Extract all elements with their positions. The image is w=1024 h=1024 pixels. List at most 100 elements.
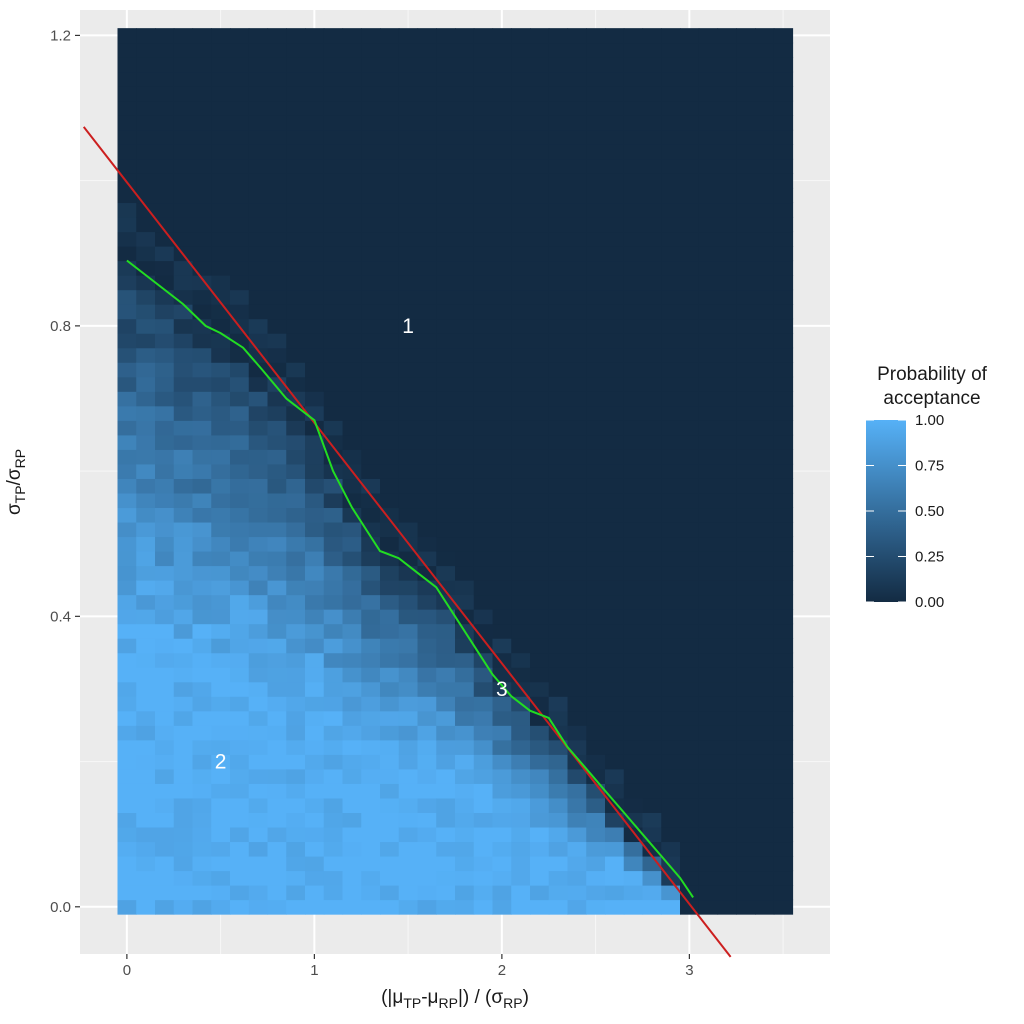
heatmap-cell xyxy=(230,420,250,436)
heatmap-cell xyxy=(267,434,287,450)
heatmap-cell xyxy=(567,202,587,218)
heatmap-cell xyxy=(642,100,662,116)
heatmap-cell xyxy=(248,376,269,392)
heatmap-cell xyxy=(511,652,531,668)
heatmap-cell xyxy=(680,86,700,102)
heatmap-cell xyxy=(492,710,512,726)
heatmap-cell xyxy=(436,826,456,843)
heatmap-cell xyxy=(361,304,381,320)
heatmap-cell xyxy=(773,304,794,320)
heatmap-cell xyxy=(248,855,269,872)
heatmap-cell xyxy=(548,580,569,596)
heatmap-cell xyxy=(698,826,719,843)
heatmap-cell xyxy=(417,216,437,233)
heatmap-cell xyxy=(136,42,156,58)
heatmap-cell xyxy=(211,797,231,813)
heatmap-cell xyxy=(492,71,512,87)
heatmap-cell xyxy=(192,129,212,145)
heatmap-cell xyxy=(736,783,756,799)
heatmap-cell xyxy=(155,725,175,741)
heatmap-cell xyxy=(773,652,794,668)
heatmap-cell xyxy=(717,100,737,116)
heatmap-cell xyxy=(323,420,344,436)
heatmap-cell xyxy=(755,187,775,204)
heatmap-cell xyxy=(605,420,625,436)
heatmap-cell xyxy=(417,376,437,392)
heatmap-cell xyxy=(717,696,737,712)
heatmap-cell xyxy=(192,71,212,87)
heatmap-cell xyxy=(305,521,325,538)
heatmap-cell xyxy=(736,550,756,567)
heatmap-cell xyxy=(567,826,587,843)
heatmap-cell xyxy=(136,231,156,247)
heatmap-cell xyxy=(586,609,606,625)
heatmap-cell xyxy=(323,57,344,73)
heatmap-cell xyxy=(698,885,719,901)
heatmap-cell xyxy=(286,885,306,901)
heatmap-cell xyxy=(511,550,531,567)
heatmap-cell xyxy=(567,536,587,552)
heatmap-cell xyxy=(155,28,175,44)
heatmap-cell xyxy=(211,391,231,407)
heatmap-cell xyxy=(473,768,494,784)
heatmap-cell xyxy=(492,434,512,450)
heatmap-cell xyxy=(586,594,606,610)
heatmap-cell xyxy=(267,173,287,189)
heatmap-cell xyxy=(267,652,287,668)
heatmap-cell xyxy=(605,260,625,276)
heatmap-cell xyxy=(586,536,606,552)
heatmap-cell xyxy=(773,260,794,276)
heatmap-cell xyxy=(361,492,381,509)
heatmap-cell xyxy=(211,42,231,58)
heatmap-cell xyxy=(586,231,606,247)
heatmap-cell xyxy=(567,507,587,523)
heatmap-cell xyxy=(530,899,550,915)
heatmap-cell xyxy=(661,246,681,262)
heatmap-cell xyxy=(323,129,344,145)
heatmap-cell xyxy=(736,129,756,145)
heatmap-cell xyxy=(436,667,456,683)
heatmap-cell xyxy=(736,28,756,44)
heatmap-cell xyxy=(680,71,700,87)
heatmap-cell xyxy=(230,710,250,726)
heatmap-cell xyxy=(380,492,400,509)
heatmap-cell xyxy=(680,187,700,204)
heatmap-cell xyxy=(267,768,287,784)
heatmap-cell xyxy=(192,376,212,392)
heatmap-cell xyxy=(398,754,419,770)
heatmap-cell xyxy=(736,57,756,73)
heatmap-cell xyxy=(286,550,306,567)
heatmap-cell xyxy=(361,129,381,145)
heatmap-cell xyxy=(173,318,194,334)
heatmap-cell xyxy=(323,86,344,102)
heatmap-cell xyxy=(773,492,794,509)
heatmap-cell xyxy=(286,376,306,392)
heatmap-cell xyxy=(511,333,531,349)
axis-title-part: ) xyxy=(523,987,529,1008)
heatmap-cell xyxy=(530,260,550,276)
heatmap-cell xyxy=(642,333,662,349)
heatmap-cell xyxy=(473,260,494,276)
heatmap-cell xyxy=(492,536,512,552)
heatmap-cell xyxy=(361,681,381,697)
heatmap-cell xyxy=(698,783,719,799)
heatmap-cell xyxy=(736,463,756,479)
heatmap-cell xyxy=(661,899,681,915)
heatmap-cell xyxy=(361,246,381,262)
heatmap-cell xyxy=(511,855,531,872)
heatmap-cell xyxy=(173,260,194,276)
heatmap-cell xyxy=(155,536,175,552)
heatmap-cell xyxy=(455,115,475,131)
heatmap-cell xyxy=(323,855,344,872)
heatmap-cell xyxy=(286,536,306,552)
heatmap-cell xyxy=(642,246,662,262)
heatmap-cell xyxy=(698,855,719,872)
heatmap-cell xyxy=(605,870,625,886)
heatmap-cell xyxy=(136,376,156,392)
heatmap-cell xyxy=(380,623,400,639)
heatmap-cell xyxy=(192,405,212,421)
heatmap-cell xyxy=(548,187,569,204)
heatmap-cell xyxy=(192,739,212,755)
heatmap-cell xyxy=(773,391,794,407)
heatmap-cell xyxy=(117,638,137,654)
